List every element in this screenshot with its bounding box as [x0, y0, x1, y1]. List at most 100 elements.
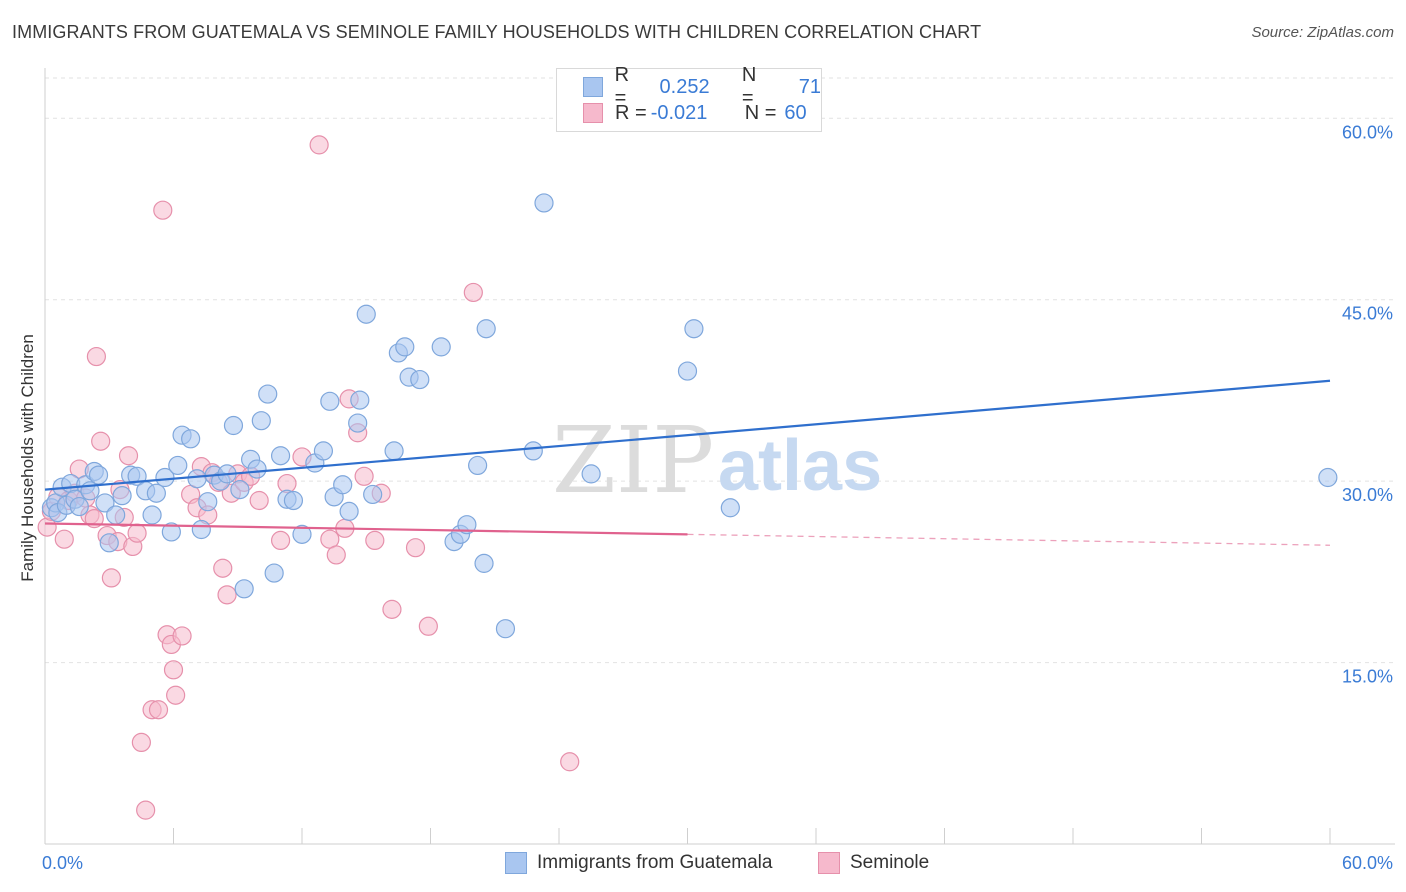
seminole-point	[148, 700, 169, 720]
chart-title: IMMIGRANTS FROM GUATEMALA VS SEMINOLE FA…	[12, 22, 982, 42]
watermark: ZIP atlas	[552, 407, 882, 514]
guatemala-point	[230, 480, 250, 500]
legend-r-value: -0.021	[650, 101, 708, 124]
correlation-legend: R = 0.252 N = 71 R = -0.021 N = 60	[556, 64, 822, 132]
guatemala-point	[677, 361, 698, 381]
x-tick-label: 60.0%	[1342, 853, 1393, 873]
seminole-point	[86, 346, 107, 367]
seminole-point	[153, 200, 173, 220]
guatemala-point	[474, 553, 494, 573]
guatemala-point	[457, 515, 477, 535]
bottom-legend-label-seminole: Seminole	[850, 852, 930, 873]
watermark-atlas: atlas	[718, 426, 882, 506]
legend-swatch-pink	[583, 103, 603, 123]
grid-lines	[45, 77, 1395, 664]
legend-row-seminole: R = -0.021 N = 60	[583, 100, 807, 126]
guatemala-point	[431, 337, 451, 357]
legend-n-label: N =	[741, 64, 757, 109]
guatemala-point	[223, 415, 244, 436]
seminole-point	[560, 752, 580, 772]
guatemala-point	[720, 498, 740, 518]
legend-r-value: 0.252	[659, 75, 710, 98]
seminole-point	[309, 135, 329, 155]
regression-lines	[44, 379, 1331, 546]
guatemala-point	[395, 337, 415, 357]
seminole-point	[91, 431, 111, 451]
tick-labels: 15.0% 30.0% 45.0% 60.0% 0.0% 60.0%	[42, 122, 1393, 873]
guatemala-point	[363, 484, 383, 505]
regression-line-dashed	[687, 533, 1331, 546]
guatemala-point	[181, 429, 201, 449]
regression-line-solid	[44, 379, 1331, 491]
guatemala-point	[112, 486, 132, 506]
seminole-point	[172, 626, 192, 646]
guatemala-point	[350, 390, 370, 410]
legend-n-label: N =	[744, 101, 777, 124]
seminole-point	[163, 660, 184, 680]
guatemala-point	[333, 475, 353, 495]
guatemala-point	[684, 319, 704, 339]
legend-r-label: R =	[614, 64, 630, 109]
guatemala-point	[283, 490, 304, 511]
guatemala-point	[142, 505, 162, 525]
seminole-point	[118, 446, 139, 466]
seminole-point	[127, 523, 147, 543]
y-tick-label: 45.0%	[1342, 304, 1393, 324]
guatemala-point	[348, 413, 368, 433]
guatemala-point	[155, 467, 175, 488]
y-tick-label: 30.0%	[1342, 485, 1393, 505]
seminole-point	[463, 282, 483, 303]
legend-r-label: R =	[615, 101, 647, 124]
guatemala-point	[1318, 467, 1338, 488]
guatemala-point	[384, 441, 404, 461]
seminole-point	[405, 538, 426, 558]
bottom-legend-guatemala: Immigrants from Guatemala	[505, 852, 772, 874]
guatemala-point	[523, 441, 543, 461]
guatemala-point	[534, 193, 554, 213]
series-seminole-points	[37, 135, 580, 820]
guatemala-point	[247, 459, 267, 479]
guatemala-point	[198, 492, 218, 512]
guatemala-point	[356, 304, 376, 324]
bottom-legend-label-guatemala: Immigrants from Guatemala	[537, 852, 773, 873]
legend-swatch-blue	[583, 77, 603, 97]
axes	[44, 68, 1395, 845]
guatemala-point	[320, 391, 340, 411]
guatemala-point	[88, 465, 109, 485]
bottom-legend-seminole: Seminole	[818, 852, 929, 874]
guatemala-point	[191, 519, 211, 540]
guatemala-point	[234, 579, 254, 599]
guatemala-point	[95, 493, 115, 513]
seminole-point	[54, 529, 74, 549]
guatemala-point	[313, 441, 334, 461]
seminole-point	[418, 616, 438, 636]
regression-line-solid	[44, 522, 688, 536]
x-tick-label: 0.0%	[42, 853, 83, 873]
seminole-point	[365, 530, 385, 551]
legend-n-value: 60	[784, 101, 807, 124]
seminole-point	[249, 490, 269, 511]
seminole-point	[213, 558, 233, 578]
seminole-point	[166, 685, 186, 705]
guatemala-point	[161, 522, 181, 542]
seminole-point	[136, 800, 156, 820]
series-guatemala-points	[41, 193, 1338, 639]
seminole-point	[101, 568, 121, 588]
seminole-point	[382, 599, 402, 619]
guatemala-point	[69, 496, 89, 517]
guatemala-point	[581, 464, 601, 484]
guatemala-point	[476, 319, 496, 339]
guatemala-point	[339, 501, 359, 521]
bottom-legend-swatch-pink	[818, 852, 840, 874]
seminole-point	[131, 732, 151, 753]
guatemala-point	[258, 384, 278, 404]
legend-row-guatemala: R = 0.252 N = 71	[583, 64, 822, 109]
legend-n-value: 71	[798, 75, 822, 98]
y-tick-label: 15.0%	[1342, 667, 1393, 687]
seminole-point	[326, 545, 346, 565]
y-axis-label: Family Households with Children	[18, 334, 37, 582]
guatemala-point	[99, 533, 119, 553]
guatemala-point	[270, 446, 291, 466]
guatemala-point	[468, 455, 488, 476]
